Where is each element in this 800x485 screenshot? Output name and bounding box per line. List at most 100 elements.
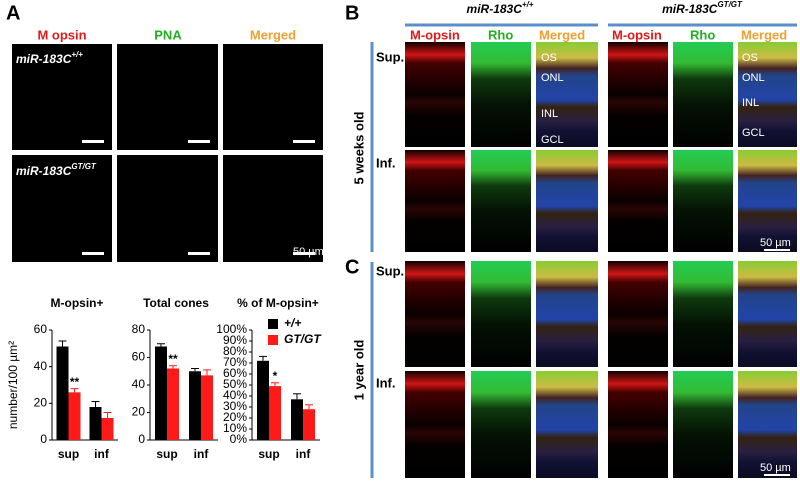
micrographs (12, 42, 797, 478)
y-axis-label: number/100 µm² (6, 341, 20, 429)
retina-image (738, 371, 797, 478)
layer-label: GCL (541, 134, 564, 146)
y-tick-label: 20 (132, 405, 146, 419)
y-tick-label: 100% (216, 322, 247, 336)
significance: * (273, 369, 278, 383)
column-label: Merged (741, 27, 787, 42)
genotype: miR-183CGT/GT (16, 162, 97, 178)
y-tick-label: 70% (223, 355, 247, 369)
bar (56, 346, 69, 440)
micrograph-texture (12, 155, 112, 262)
scale-bar (188, 140, 210, 143)
y-tick-label: 0 (138, 432, 145, 446)
y-tick-label: 60% (223, 366, 247, 380)
retina-image (608, 371, 668, 478)
y-tick-label: 30% (223, 399, 247, 413)
retina-image (673, 42, 733, 147)
y-tick-label: 40 (34, 359, 48, 373)
chart-title: % of M-opsin+ (237, 296, 319, 310)
scale-label: 50 µm (293, 246, 324, 258)
panel-label: A (6, 2, 20, 24)
bar (269, 386, 281, 440)
row-label: Sup. (376, 263, 404, 278)
x-tick-label: inf (94, 447, 110, 461)
panel-label: B (345, 2, 359, 24)
retina-image (405, 371, 465, 478)
x-tick-label: inf (296, 447, 312, 461)
scale-bar (82, 252, 104, 255)
micrograph-texture (117, 155, 218, 262)
y-tick-label: 60 (34, 322, 48, 336)
y-tick-label: 10% (223, 421, 247, 435)
retina-image (405, 150, 465, 252)
bar (167, 368, 179, 440)
bar (89, 407, 102, 440)
retina-image (471, 42, 531, 147)
retina-image (608, 42, 668, 147)
scale-label: 50 µm (760, 237, 791, 249)
retina-image (536, 261, 598, 367)
column-label: Rho (488, 27, 513, 42)
layer-label: GCL (742, 127, 765, 139)
layer-label: INL (742, 97, 759, 109)
row-label: Inf. (376, 375, 396, 390)
x-tick-label: sup (58, 447, 79, 461)
column-label: M-opsin (612, 27, 662, 42)
bar (155, 346, 167, 440)
column-label: M opsin (37, 27, 86, 42)
retina-image (536, 150, 598, 252)
genotype: miR-183C+/+ (16, 50, 83, 66)
panel-label: C (345, 256, 359, 278)
scale-bar (188, 252, 210, 255)
retina-image (738, 261, 797, 367)
retina-image (738, 150, 797, 252)
y-tick-label: 0 (40, 432, 47, 446)
y-tick-label: 0% (230, 432, 248, 446)
scale-bar (293, 252, 315, 255)
scale-bar (293, 140, 315, 143)
retina-image (536, 371, 598, 478)
legend-swatch (268, 335, 278, 345)
scale-label: 50 µm (760, 462, 791, 474)
layer-label: OS (541, 52, 557, 64)
retina-image (405, 42, 465, 147)
row-label: Sup. (376, 49, 404, 64)
layer-label: ONL (541, 72, 564, 84)
y-tick-label: 40% (223, 388, 247, 402)
retina-image (471, 261, 531, 367)
legend-label: +/+ (284, 316, 301, 330)
layer-label: OS (742, 52, 758, 64)
retina-image (471, 371, 531, 478)
row-label: Inf. (376, 155, 396, 170)
group-label: miR-183CGT/GT (662, 0, 743, 16)
age-label: 1 year old (351, 340, 366, 401)
micrograph-texture (223, 44, 323, 150)
bar (101, 418, 114, 440)
scale-bar (82, 140, 104, 143)
legend-label: GT/GT (284, 332, 322, 346)
layer-label: ONL (742, 72, 765, 84)
retina-image (608, 150, 668, 252)
layer-label: INL (541, 108, 558, 120)
retina-image (738, 42, 797, 147)
significance: ** (70, 375, 80, 389)
retina-image (608, 261, 668, 367)
bar (291, 399, 303, 440)
bar (303, 409, 315, 440)
micrograph-texture (12, 44, 112, 150)
retina-image (673, 371, 733, 478)
charts: M-opsin+ number/100 µm² 0 20 40 60 sup ** inf Tot… (6, 296, 322, 461)
group-label: miR-183C+/+ (467, 0, 534, 16)
layer-labels: OS ONL INL GCL OS ONL INL GCL (541, 52, 765, 146)
x-tick-label: sup (156, 447, 177, 461)
retina-image (405, 261, 465, 367)
y-tick-label: 80% (223, 344, 247, 358)
retina-image (673, 150, 733, 252)
bar (257, 360, 269, 440)
y-tick-label: 80 (132, 322, 146, 336)
scale-bar (764, 474, 790, 476)
y-tick-label: 50% (223, 377, 247, 391)
retina-image (471, 150, 531, 252)
age-label: 5 weeks old (351, 111, 366, 184)
bar (189, 371, 201, 440)
